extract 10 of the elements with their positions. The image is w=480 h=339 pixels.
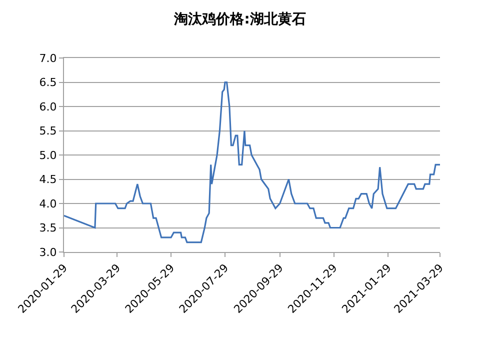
- y-tick-label: 5.5: [39, 124, 57, 138]
- y-tick-label: 7.0: [39, 52, 57, 65]
- chart-title: 淘汰鸡价格:湖北黄石: [173, 11, 306, 28]
- y-tick-label: 3.5: [39, 222, 57, 235]
- y-tick-label: 6.5: [39, 76, 57, 90]
- y-tick-label: 5.0: [39, 148, 57, 162]
- y-tick-label: 4.0: [39, 197, 57, 210]
- y-tick-label: 4.5: [39, 173, 57, 186]
- y-tick-label: 6.0: [39, 100, 57, 114]
- y-tick-label: 3.0: [39, 246, 57, 259]
